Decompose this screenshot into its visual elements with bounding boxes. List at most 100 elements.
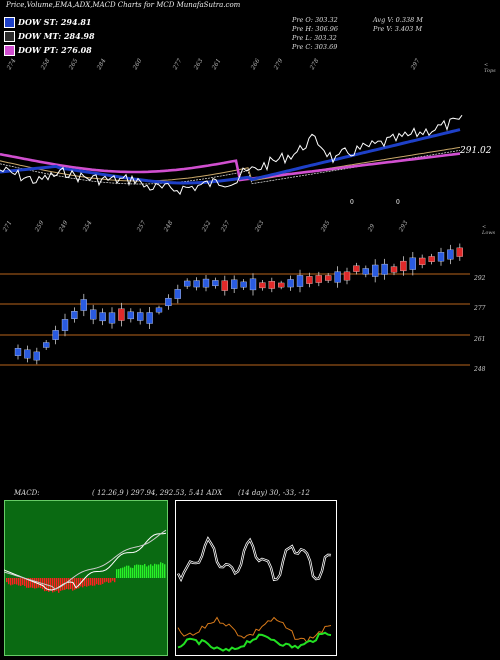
lows-label: 249	[57, 219, 69, 233]
macd-values: ( 12.26,9 ) 297.94, 292.53, 5.41 ADX	[92, 489, 223, 497]
macd-bar	[108, 578, 110, 583]
adx-border	[175, 500, 337, 656]
candle-body	[184, 280, 191, 287]
macd-bar	[56, 578, 58, 591]
candle-body	[43, 342, 50, 348]
macd-bar	[88, 578, 90, 586]
ema-brown-line	[0, 146, 461, 182]
adx-values: (14 day) 30, -33, -12	[238, 489, 310, 497]
candle-body	[278, 282, 285, 288]
legend-dow-st: DOW ST: 294.81	[4, 15, 91, 29]
candle-body	[165, 297, 172, 307]
legend-dow-pt: DOW PT: 276.08	[4, 43, 92, 57]
candle-body	[24, 349, 31, 359]
macd-bar	[122, 567, 124, 578]
candle-body	[221, 280, 228, 291]
lows-label: 263	[253, 219, 265, 233]
tops-label: 260	[131, 57, 143, 71]
candle-body	[334, 271, 341, 283]
legend-swatch-pt	[4, 44, 15, 56]
macd-bar	[58, 578, 60, 593]
marker-0a: 0	[350, 199, 354, 206]
candle-body	[268, 281, 275, 289]
macd-bar	[94, 578, 96, 586]
stat-pre-volume: Pre V: 3.403 M	[373, 25, 423, 33]
candle-body	[437, 252, 445, 262]
macd-bar	[6, 578, 8, 583]
stat-avg-volume: Avg V: 0.338 M	[373, 16, 423, 24]
tops-label: 258	[39, 57, 51, 71]
macd-bar	[158, 564, 160, 578]
macd-bar	[74, 578, 76, 590]
macd-bar	[136, 564, 138, 578]
macd-bar	[138, 564, 140, 578]
macd-bar	[104, 578, 106, 583]
macd-bar	[110, 578, 112, 583]
macd-bar	[22, 578, 24, 585]
candle-body	[80, 299, 87, 311]
macd-bar	[54, 578, 56, 592]
macd-bar	[100, 578, 102, 585]
candle-body	[390, 266, 398, 273]
lows-label: 259	[33, 219, 45, 233]
lows-label: 254	[81, 219, 93, 233]
candle-body	[381, 263, 388, 275]
tops-label: 274	[5, 57, 17, 71]
macd-bar	[18, 578, 20, 586]
macd-bar	[30, 578, 32, 588]
ema-magenta-line	[0, 152, 461, 182]
macd-bar	[68, 578, 70, 590]
candle-body	[90, 309, 97, 320]
lows-label: 29	[366, 223, 376, 234]
macd-bar	[96, 578, 98, 585]
macd-bar	[60, 578, 62, 591]
candle-body	[362, 268, 369, 275]
macd-bar	[70, 578, 72, 590]
macd-bar	[26, 578, 28, 588]
candle-body	[325, 275, 332, 281]
candle-body	[315, 275, 322, 283]
macd-bar	[140, 564, 142, 578]
macd-bar	[116, 569, 118, 578]
macd-bar	[106, 578, 108, 582]
macd-bar	[162, 563, 164, 578]
price-line	[0, 114, 463, 196]
macd-bar	[150, 564, 152, 578]
tops-label: 297	[409, 57, 421, 71]
macd-bar	[154, 563, 156, 578]
macd-bar	[132, 567, 134, 578]
legend-swatch-mt	[4, 30, 15, 42]
macd-bar	[134, 565, 136, 578]
macd-border	[4, 500, 168, 656]
macd-bar	[98, 578, 100, 585]
candle-body	[71, 311, 78, 319]
macd-bar	[102, 578, 104, 584]
adx-panel	[175, 500, 337, 656]
lows-label: 257	[135, 219, 147, 233]
price-level-label: 292	[473, 275, 486, 282]
legend-label-st: DOW ST: 294.81	[18, 17, 92, 27]
tops-label: 278	[308, 57, 320, 71]
macd-bar	[148, 565, 150, 578]
candle-body	[259, 282, 266, 289]
macd-bar	[12, 578, 14, 585]
candle-body	[409, 257, 416, 270]
stat-low: Pre L: 303.32	[292, 34, 337, 42]
macd-bar	[144, 563, 146, 578]
adx-background	[175, 500, 337, 656]
candle-body	[202, 278, 210, 288]
price-level-label: 248	[473, 366, 486, 373]
macd-line	[4, 532, 167, 591]
macd-bar	[124, 566, 126, 578]
marker-0b: 0	[396, 199, 400, 206]
macd-histogram	[6, 562, 166, 593]
candle-body	[146, 312, 153, 324]
candle-body	[14, 348, 22, 356]
macd-bar	[32, 578, 34, 588]
macd-label: MACD:	[14, 489, 40, 497]
adx-plus-di-line	[177, 631, 332, 652]
tops-label: 279	[272, 57, 284, 71]
macd-bar	[10, 578, 12, 586]
macd-bar	[152, 565, 154, 578]
ema-blue-line	[0, 128, 461, 185]
